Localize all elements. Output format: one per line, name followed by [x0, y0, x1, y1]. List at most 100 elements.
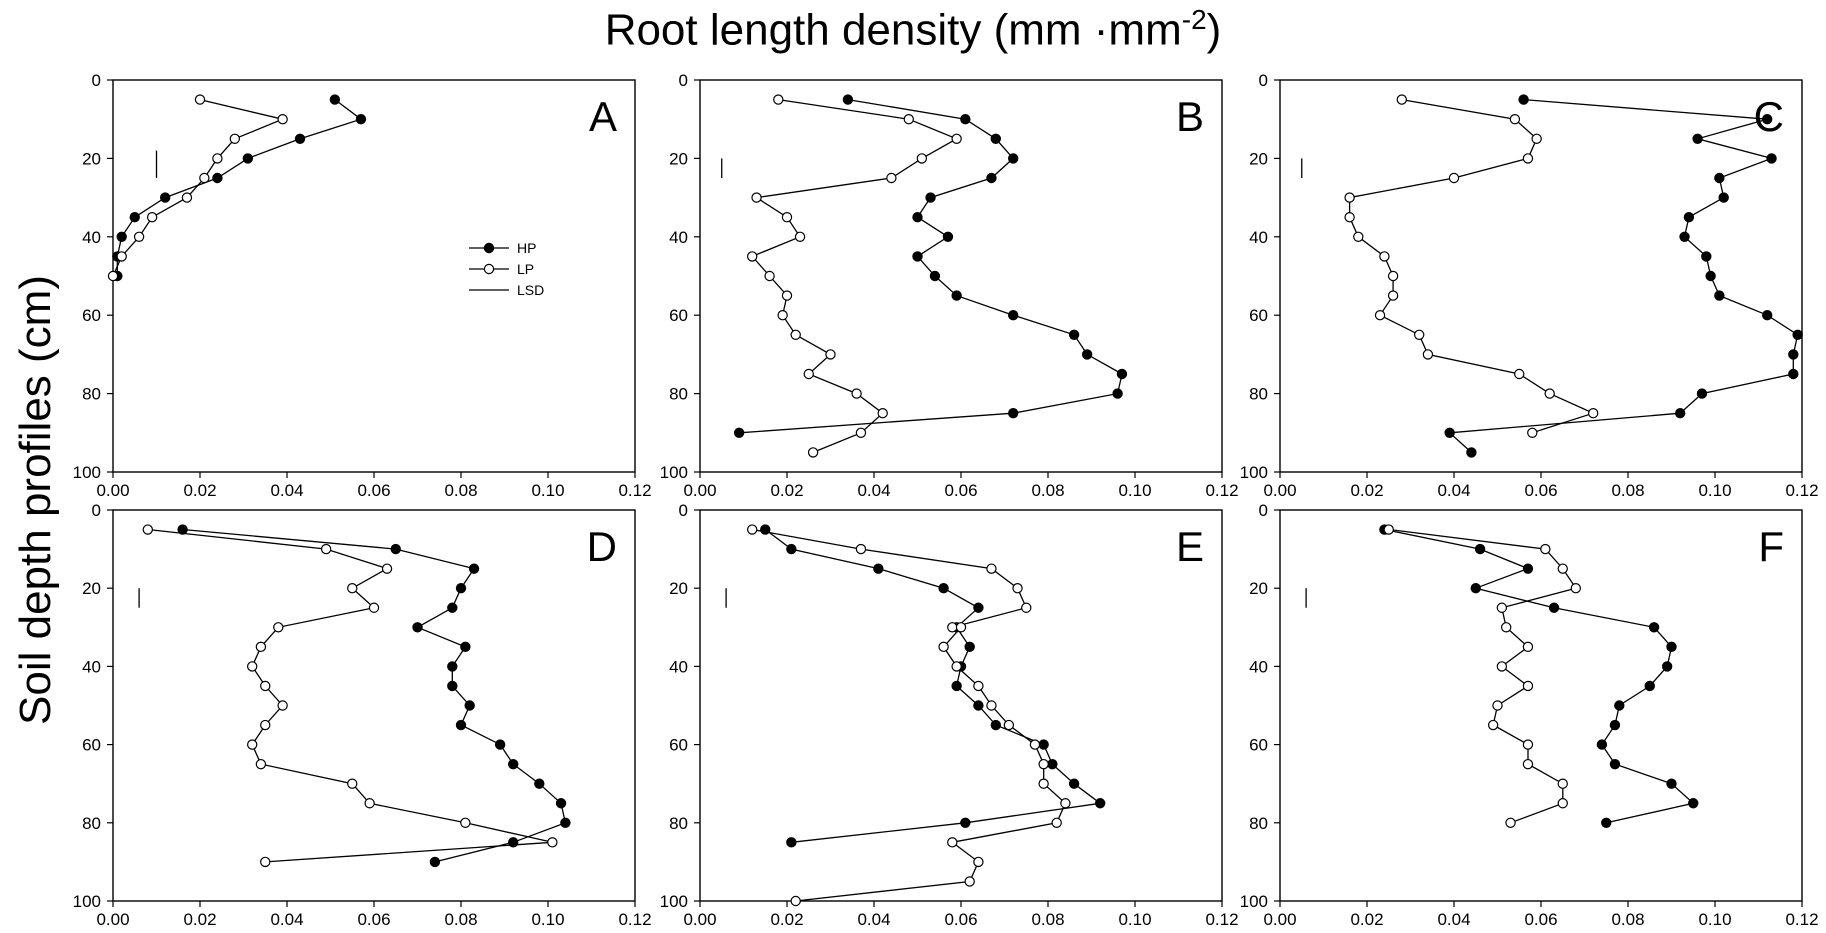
panel-b-lp-point	[803, 368, 814, 380]
panel-e-ytick-label: 60	[669, 736, 688, 755]
panel-a-xtick-label: 0.00	[96, 481, 129, 500]
panel-b-ytick-label: 100	[660, 463, 688, 482]
panel-c-lp-point	[1514, 368, 1525, 380]
panel-e-ytick-label: 0	[679, 501, 688, 520]
panel-d-hp-line	[182, 528, 567, 863]
panel-d-lp-point	[347, 778, 358, 789]
panel-d-lp-point	[255, 758, 267, 770]
panel-c-hp-point	[1466, 447, 1477, 458]
panel-b-ytick-label: 60	[669, 306, 688, 325]
panel-e-hp-point	[786, 837, 797, 848]
panel-c-ytick-label: 100	[1240, 463, 1268, 482]
panel-e-lp-point	[973, 856, 984, 868]
panel-c-xtick-label: 0.02	[1350, 481, 1383, 500]
panel-e-lp-point	[790, 895, 801, 907]
panel-c-hp-point	[1705, 270, 1716, 282]
panel-e-ytick-label: 40	[669, 657, 688, 676]
panel-d-xtick-label: 0.04	[270, 910, 303, 929]
panel-f-xtick-label: 0.08	[1611, 910, 1644, 929]
panel-e-hp-point	[1047, 758, 1058, 770]
panel-d-lp-point	[260, 719, 271, 731]
panel-b-hp-point	[951, 290, 962, 301]
panel-c-hp-point	[1788, 368, 1799, 380]
panel-d-lp-point	[246, 661, 258, 672]
panel-a-lp-point	[229, 133, 240, 144]
panel-b-lp-point	[790, 329, 801, 340]
panel-d-hp-point	[429, 856, 441, 868]
panel-c-ytick-label: 60	[1249, 306, 1268, 325]
panel-e-lp-point	[1038, 778, 1049, 789]
panel-c-lp-point	[1344, 192, 1355, 203]
panel-b-lp-point	[825, 349, 836, 360]
panel-e-lp-point	[1012, 583, 1023, 594]
panel-b-hp-point	[929, 270, 941, 282]
panel-b-hp-point	[1081, 349, 1093, 360]
panel-e-hp-point	[938, 583, 949, 594]
panel-f-lp-point	[1505, 817, 1516, 829]
panel-a-xtick-label: 0.10	[531, 481, 564, 500]
panel-f-lp-point	[1487, 719, 1499, 731]
panel-c-xtick-label: 0.10	[1698, 481, 1731, 500]
panel-f-lp-point	[1496, 602, 1508, 613]
panel-e-xtick-label: 0.04	[857, 910, 890, 929]
panel-c-lp-point	[1422, 349, 1434, 360]
panel-e-lp-point	[1038, 758, 1049, 770]
panel-b-xtick-label: 0.12	[1205, 481, 1238, 500]
panel-a-lp-point	[194, 94, 206, 105]
panel-b-hp-line	[739, 98, 1123, 434]
panel-a-xtick-label: 0.04	[270, 481, 303, 500]
panel-b-lp-line	[751, 98, 959, 454]
panel-c-ytick-label: 80	[1249, 385, 1268, 404]
panel-a-lp-line	[112, 98, 285, 277]
panel-f-hp-point	[1648, 622, 1660, 633]
panel-c-lp-point	[1374, 310, 1386, 321]
panel-a-letter: A	[589, 93, 617, 140]
panel-b-hp-point	[1116, 368, 1128, 380]
panel-b-xtick-label: 0.06	[944, 481, 977, 500]
panel-c-lp-point	[1587, 408, 1599, 419]
panel-c-hp-point	[1792, 329, 1803, 340]
panel-e-hp-point	[973, 700, 984, 711]
panel-c-lp-point	[1522, 153, 1534, 164]
panel-f-lp-point	[1522, 758, 1534, 770]
panel-b-xtick-label: 0.00	[683, 481, 716, 500]
panel-d-letter: D	[587, 523, 617, 570]
panel-b-hp-point	[960, 113, 971, 125]
panel-a-lp-point	[116, 251, 127, 262]
panel-f-xtick-label: 0.10	[1698, 910, 1731, 929]
panel-c-hp-point	[1718, 192, 1729, 203]
panel-b-hp-point	[733, 427, 745, 438]
panel-e-letter: E	[1176, 523, 1204, 570]
panel-b-ytick-label: 40	[669, 228, 688, 247]
panel-f-ytick-label: 60	[1249, 736, 1268, 755]
panel-d-lp-point	[260, 680, 271, 692]
panel-b-lp-point	[916, 153, 928, 164]
panel-d-hp-point	[494, 739, 506, 750]
panel-c-xtick-label: 0.04	[1437, 481, 1470, 500]
panel-e-hp-point	[1038, 739, 1049, 750]
panel-b-hp-point	[1008, 408, 1019, 419]
panel-b-letter: B	[1176, 93, 1204, 140]
panel-d-lp-line	[147, 528, 553, 863]
legend-label-hp: HP	[517, 240, 536, 256]
panel-d-hp-point	[560, 817, 571, 829]
panel-f-lp-point	[1522, 641, 1534, 653]
panel-f-hp-point	[1470, 583, 1481, 594]
panel-e-hp-line	[764, 528, 1102, 843]
panel-d-hp-point	[177, 524, 188, 535]
panel-d-lp-point	[246, 739, 258, 750]
panel-e-hp-point	[964, 641, 975, 653]
panel-d-hp-point	[412, 622, 423, 633]
panel-c-xtick-label: 0.12	[1785, 481, 1818, 500]
panel-a-frame	[112, 79, 636, 473]
panel-f-xtick-label: 0.12	[1785, 910, 1818, 929]
panel-c-hp-point	[1788, 349, 1799, 360]
panel-d-lp-point	[368, 602, 380, 613]
panel-e-lp-point	[1060, 798, 1071, 809]
panel-b-lp-point	[851, 388, 862, 399]
panel-a-hp-line	[116, 99, 363, 276]
panel-e-lp-point	[951, 661, 962, 672]
panel-f-lp-point	[1383, 524, 1394, 535]
panel-a-hp-point	[212, 172, 223, 184]
panel-f-lp-point	[1496, 661, 1508, 672]
